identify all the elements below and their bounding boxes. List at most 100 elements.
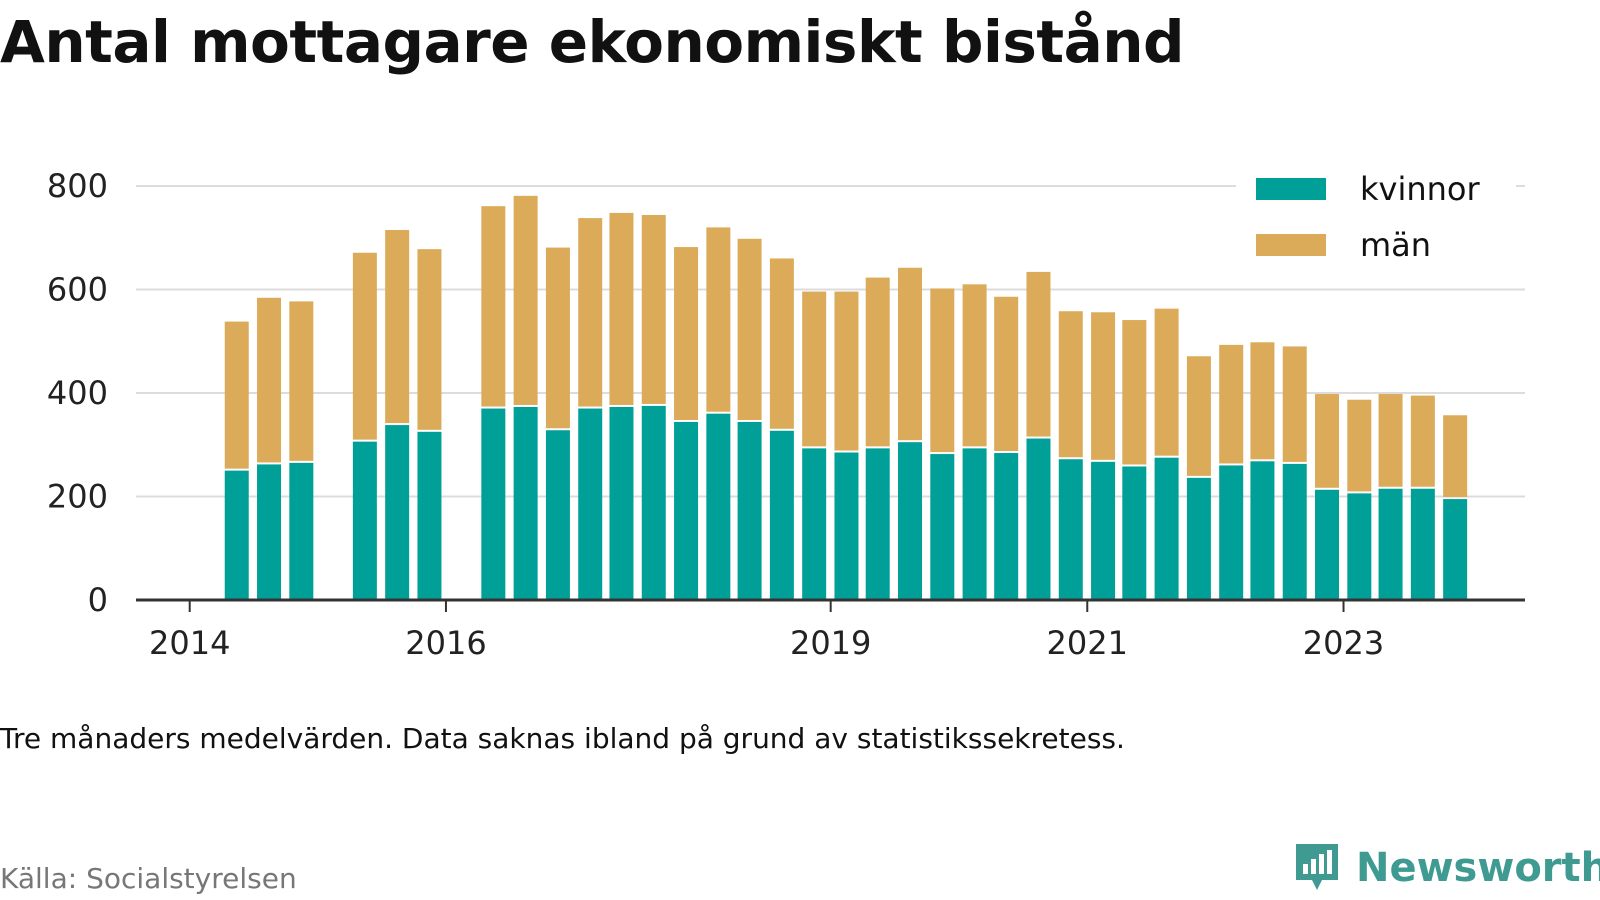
bar-segment-kvinnor [994,453,1019,600]
x-tick-label: 2021 [1047,624,1128,662]
x-tick-label: 2016 [405,624,486,662]
bar-segment-kvinnor [1058,459,1083,600]
bar-segment-man [513,195,538,405]
bar-segment-kvinnor [224,470,249,600]
bar-segment-man [417,249,442,430]
bar-stack [224,321,249,600]
bar-segment-man [962,284,987,447]
bar-stack [545,247,570,600]
bar-segment-kvinnor [1378,488,1403,600]
bar-stack [706,227,731,600]
y-tick-label: 0 [88,581,108,619]
bar-stack [481,206,506,600]
bar-stack [1091,312,1116,600]
bar-segment-kvinnor [962,448,987,600]
bar-stack [930,288,955,600]
bar-segment-kvinnor [385,425,410,600]
legend-label: män [1360,226,1431,264]
bar-segment-kvinnor [1122,466,1147,600]
bar-segment-kvinnor [1219,465,1244,600]
bar-segment-man [481,206,506,407]
bar-stack [1058,311,1083,600]
bar-segment-kvinnor [289,462,314,600]
bar-stack [1410,395,1435,600]
bar-segment-kvinnor [1091,461,1116,600]
bar-segment-kvinnor [1154,457,1179,600]
bar-stack [898,267,923,600]
legend-swatch [1256,234,1326,256]
bar-stack [865,277,890,600]
bar-stack [609,212,634,600]
brand-name: Newsworthy [1356,845,1600,891]
bar-segment-kvinnor [1282,463,1307,600]
bar-stack [1154,308,1179,600]
bar-stack [352,252,377,600]
bar-segment-kvinnor [674,421,699,600]
bars [224,195,1468,600]
bar-segment-kvinnor [1347,493,1372,600]
bar-segment-kvinnor [865,448,890,600]
bar-segment-man [609,212,634,405]
bar-stack [1282,346,1307,600]
y-tick-label: 800 [47,167,108,205]
bar-segment-man [834,291,859,451]
bar-segment-man [385,229,410,424]
bar-segment-man [1410,395,1435,487]
bar-segment-kvinnor [257,464,282,600]
bar-segment-man [994,296,1019,452]
x-axis: 2014 2016 2019 2021 2023 [136,598,1525,662]
bar-segment-kvinnor [609,406,634,600]
bar-segment-man [865,277,890,447]
bar-segment-man [1186,356,1211,476]
bar-stack [417,249,442,600]
bar-stack [385,229,410,600]
newsworthy-logo-icon [1296,844,1338,890]
bar-stack [289,301,314,600]
legend-label: kvinnor [1360,170,1481,208]
bar-segment-kvinnor [1410,488,1435,600]
bar-segment-kvinnor [641,405,666,600]
bar-segment-man [641,214,666,404]
bar-segment-kvinnor [930,454,955,600]
bar-stack [1186,356,1211,600]
bar-segment-kvinnor [1026,438,1051,600]
bar-segment-man [257,297,282,463]
bar-stack [994,296,1019,600]
bar-stack [1026,271,1051,600]
bar-segment-kvinnor [352,441,377,600]
bar-segment-kvinnor [1186,477,1211,600]
bar-stack [834,291,859,600]
x-tick-label: 2023 [1303,624,1384,662]
source-label: Källa: Socialstyrelsen [0,862,297,895]
bar-segment-kvinnor [481,408,506,600]
bar-stack [737,238,762,600]
bar-segment-man [769,258,794,429]
bar-segment-man [1443,415,1468,498]
bar-stack [1347,399,1372,600]
chart-title: Antal mottagare ekonomiskt bistånd [0,8,1185,76]
bar-segment-man [1219,344,1244,464]
bar-stack [641,214,666,600]
bar-stack [674,247,699,600]
bar-segment-kvinnor [1250,461,1275,600]
legend: kvinnor män [1236,166,1516,276]
bar-segment-man [1347,399,1372,492]
bar-stack [1250,342,1275,600]
bar-segment-kvinnor [1315,489,1340,600]
bar-segment-kvinnor [545,430,570,600]
bar-segment-man [224,321,249,469]
bar-segment-man [930,288,955,453]
bar-stack [578,218,603,600]
bar-segment-kvinnor [802,448,827,600]
bar-segment-man [1250,342,1275,460]
brand-logo: Newsworthy [1292,840,1600,896]
x-tick-label: 2014 [149,624,230,662]
bar-segment-kvinnor [513,406,538,600]
bar-segment-man [1058,311,1083,458]
y-axis: 0 200 400 600 800 [47,167,108,619]
bar-segment-man [352,252,377,440]
bar-segment-kvinnor [834,452,859,600]
bar-segment-man [706,227,731,412]
legend-swatch [1256,178,1326,200]
